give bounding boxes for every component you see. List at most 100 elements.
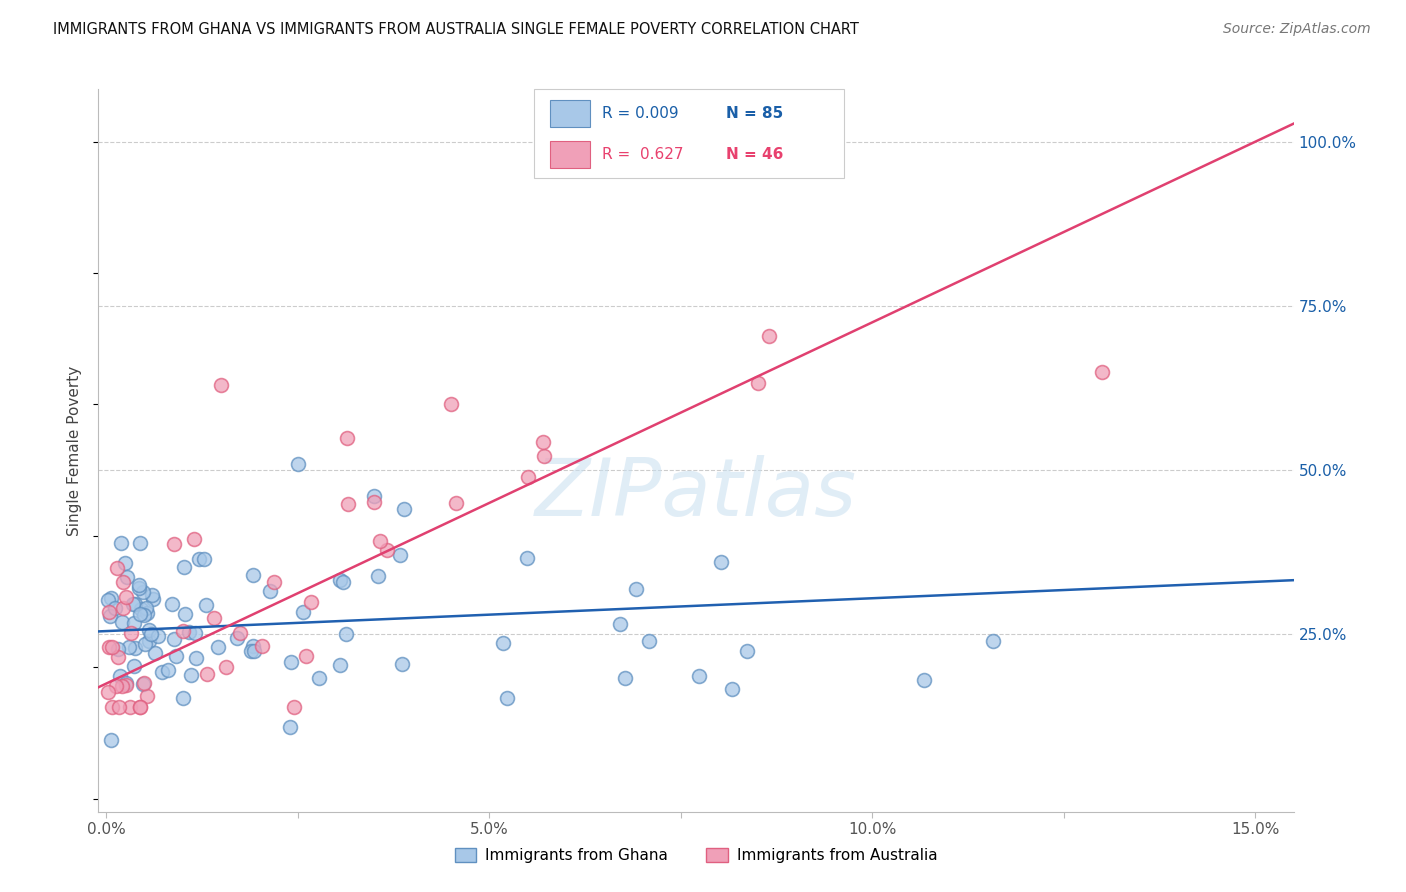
Point [332,575,354,590]
Point [688,669,710,683]
Text: N = 46: N = 46 [725,147,783,161]
Point [134,637,156,651]
Point [131,602,153,616]
Point [105,560,128,574]
Point [124,659,146,673]
Point [516,551,538,566]
Point [215,660,238,674]
Point [97,605,120,619]
Point [367,569,389,583]
Point [97,593,120,607]
FancyBboxPatch shape [550,141,591,168]
Point [173,559,195,574]
Point [225,632,247,646]
Point [492,636,515,650]
Point [194,598,217,612]
Point [391,657,413,672]
Point [111,615,134,629]
Point [120,625,142,640]
Point [128,536,150,550]
Point [108,669,131,683]
Point [531,435,554,450]
Point [136,606,159,620]
Point [363,495,385,509]
Point [292,605,315,619]
Point [112,601,135,615]
Point [299,595,322,609]
Point [259,583,281,598]
Point [242,639,264,653]
Point [101,699,124,714]
Point [614,672,637,686]
Point [124,640,146,655]
Point [308,671,330,685]
Point [209,377,232,392]
Point [187,552,209,566]
Point [394,501,416,516]
Point [329,658,352,673]
Point [128,578,150,592]
Point [624,582,647,597]
Point [98,608,121,623]
Point [141,588,163,602]
Point [124,597,146,611]
Point [134,675,156,690]
Point [283,699,305,714]
Point [111,574,134,589]
Point [132,677,155,691]
Point [193,552,215,566]
Point [163,537,186,551]
Point [142,591,165,606]
Point [148,629,170,643]
Point [129,607,152,622]
Point [107,699,129,714]
Point [609,617,631,632]
Point [156,663,179,677]
Point [150,665,173,679]
Point [121,597,143,611]
Point [202,611,225,625]
Point [1091,365,1114,379]
Text: N = 85: N = 85 [725,106,783,120]
Point [197,667,219,681]
Point [363,490,385,504]
Point [638,633,661,648]
Point [335,627,357,641]
Point [114,590,136,604]
Point [242,568,264,582]
Point [135,601,157,615]
Point [440,397,463,411]
Y-axis label: Single Female Poverty: Single Female Poverty [67,366,83,535]
Point [110,679,132,693]
Point [737,644,759,658]
Point [143,646,166,660]
Point [114,556,136,570]
Point [278,720,301,734]
Text: R =  0.627: R = 0.627 [602,147,683,161]
Point [114,678,136,692]
Point [250,639,273,653]
Point [122,615,145,630]
Point [135,690,157,704]
Point [981,634,1004,648]
Point [100,732,122,747]
Point [184,650,207,665]
Text: IMMIGRANTS FROM GHANA VS IMMIGRANTS FROM AUSTRALIA SINGLE FEMALE POVERTY CORRELA: IMMIGRANTS FROM GHANA VS IMMIGRANTS FROM… [53,22,859,37]
Point [446,496,468,510]
Point [118,640,141,655]
Point [100,591,122,605]
Point [240,643,263,657]
Point [97,685,120,699]
Point [263,575,285,590]
Point [280,655,302,669]
FancyBboxPatch shape [550,100,591,127]
Point [104,679,127,693]
Point [160,597,183,611]
Point [141,626,163,640]
Point [165,648,187,663]
Point [129,699,152,714]
Point [295,649,318,664]
Point [329,573,352,587]
Point [183,532,205,546]
Point [180,668,202,682]
